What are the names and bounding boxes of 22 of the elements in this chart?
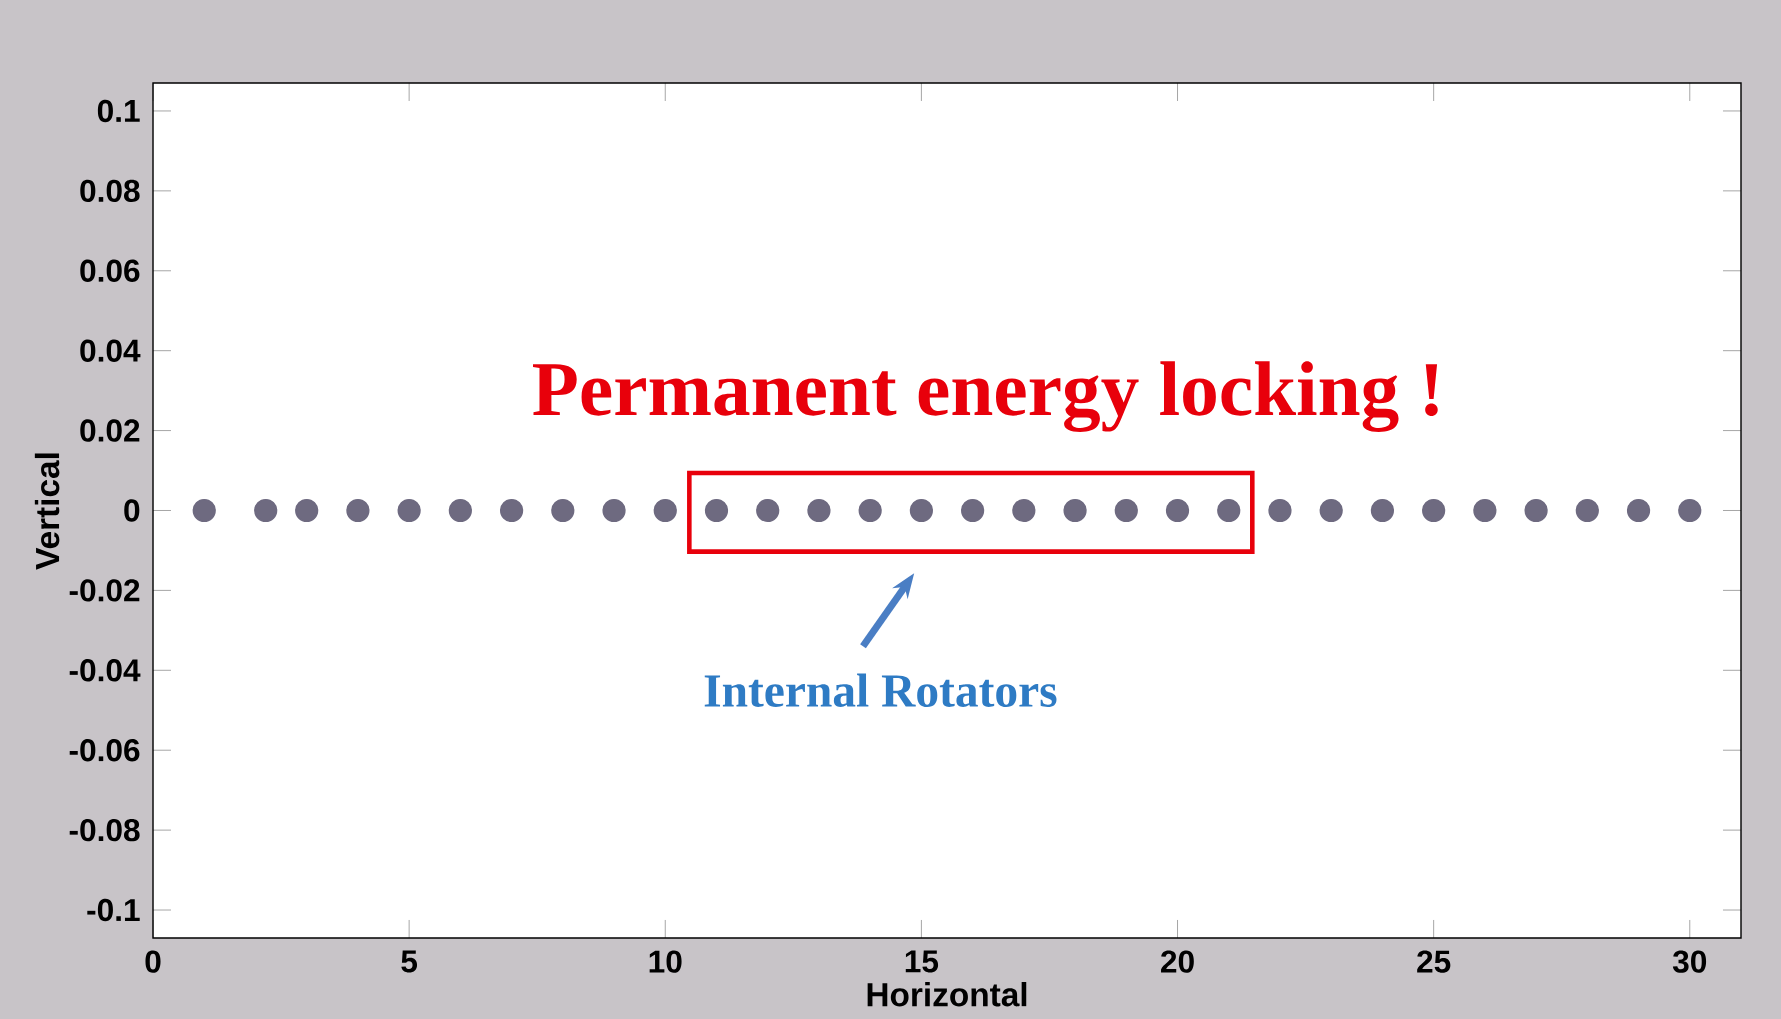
y-axis-title: Vertical bbox=[34, 453, 60, 570]
x-tick-label: 5 bbox=[401, 950, 418, 973]
x-tick-label: 15 bbox=[905, 950, 939, 973]
y-tick-label: -0.02 bbox=[69, 579, 140, 602]
y-tick-label: -0.1 bbox=[87, 898, 140, 922]
y-tick-label: 0.1 bbox=[97, 99, 140, 123]
y-tick-label: -0.06 bbox=[69, 738, 140, 762]
y-tick-label: 0.04 bbox=[80, 339, 141, 362]
x-axis-title: Horizontal bbox=[867, 981, 1027, 1007]
y-tick-label: 0.08 bbox=[80, 179, 140, 203]
x-tick-label: 0 bbox=[145, 950, 161, 973]
x-tick-label: 10 bbox=[649, 950, 682, 973]
annotation: Internal Rotators bbox=[704, 673, 1057, 707]
y-tick-label: 0 bbox=[124, 499, 140, 522]
annotation: Permanent energy locking ! bbox=[532, 361, 1438, 432]
y-tick-label: 0.06 bbox=[80, 259, 140, 282]
y-tick-label: -0.08 bbox=[69, 818, 140, 842]
y-tick-label: 0.02 bbox=[80, 419, 140, 442]
x-tick-label: 20 bbox=[1161, 950, 1194, 973]
x-tick-label: 30 bbox=[1672, 950, 1707, 973]
y-tick-label: -0.04 bbox=[69, 659, 141, 682]
x-tick-label: 25 bbox=[1417, 950, 1451, 973]
